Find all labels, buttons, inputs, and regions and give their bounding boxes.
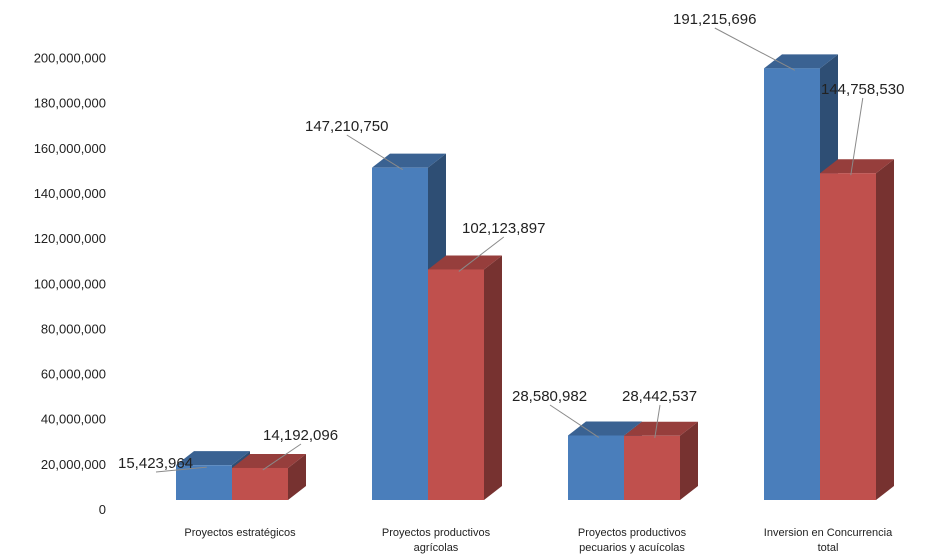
data-label: 191,215,696	[673, 11, 756, 28]
bar	[624, 421, 698, 500]
data-label-leader	[654, 404, 661, 438]
bar-top	[624, 421, 698, 436]
bar-front	[176, 465, 232, 500]
category-label: Inversion en Concurrencia total	[764, 527, 893, 554]
y-tick-label: 120,000,000	[34, 231, 106, 246]
label-leader-lines	[155, 27, 864, 473]
bar-front	[428, 269, 484, 500]
y-tick-label: 80,000,000	[41, 321, 106, 336]
bar-top	[820, 159, 894, 174]
data-label: 15,423,964	[118, 455, 193, 472]
category-label: Proyectos productivos agrícolas	[382, 527, 491, 554]
data-label: 28,580,982	[512, 388, 587, 405]
bar-front	[232, 467, 288, 500]
data-label-leader	[458, 236, 505, 272]
category-label: Proyectos productivos pecuarios y acuícol…	[578, 527, 687, 554]
y-tick-label: 60,000,000	[41, 367, 106, 382]
data-label: 28,442,537	[622, 388, 697, 405]
data-label-leader	[155, 466, 207, 473]
category-labels: Proyectos estratégicos Proyectos producti…	[184, 527, 893, 554]
y-tick-label: 0	[99, 502, 106, 517]
data-label: 144,758,530	[821, 81, 904, 98]
bar-front	[764, 68, 820, 500]
category-label: Proyectos estratégicos	[184, 527, 296, 539]
data-labels: 15,423,964 14,192,096 147,210,750 102,123,8…	[118, 11, 904, 472]
data-label-leader	[262, 443, 302, 471]
bar-top	[232, 453, 306, 468]
bar-front	[372, 167, 428, 500]
bar-side	[288, 453, 306, 500]
y-tick-label: 160,000,000	[34, 141, 106, 156]
bar-front	[568, 435, 624, 500]
data-label-leader	[346, 134, 404, 171]
bar-top	[568, 421, 642, 436]
y-tick-label: 40,000,000	[41, 412, 106, 427]
bar-front	[624, 435, 680, 500]
y-tick-label: 20,000,000	[41, 457, 106, 472]
bar-top	[428, 255, 502, 270]
bar-top	[764, 54, 838, 69]
bar-side	[484, 255, 502, 500]
data-label: 147,210,750	[305, 118, 388, 135]
data-label: 14,192,096	[263, 427, 338, 444]
data-label: 102,123,897	[462, 220, 545, 237]
bar	[232, 453, 306, 500]
bars	[176, 54, 894, 500]
bar	[428, 255, 502, 500]
bar	[820, 159, 894, 500]
data-label-leader	[850, 97, 864, 176]
data-label-leader	[549, 404, 600, 438]
y-tick-label: 100,000,000	[34, 276, 106, 291]
bar-side	[680, 421, 698, 500]
bar-top	[372, 153, 446, 168]
data-label-leader	[714, 27, 796, 71]
y-axis: 0 20,000,000 40,000,000 60,000,000 80,000,00…	[34, 51, 106, 518]
bar-side	[876, 159, 894, 500]
bar-top	[176, 451, 250, 466]
y-tick-label: 140,000,000	[34, 186, 106, 201]
y-tick-label: 180,000,000	[34, 96, 106, 111]
y-tick-label: 200,000,000	[34, 51, 106, 66]
bar-front	[820, 173, 876, 500]
